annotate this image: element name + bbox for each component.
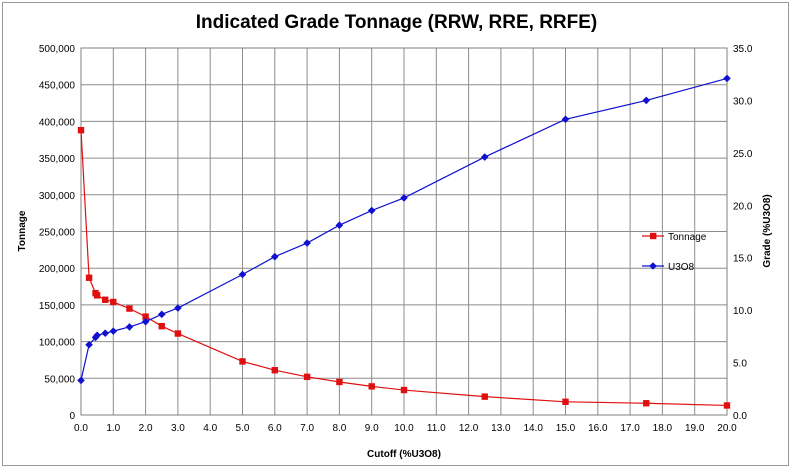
y-left-tick-label: 100,000	[39, 338, 76, 349]
x-tick-label: 19.0	[685, 423, 705, 434]
y-left-tick-label: 200,000	[39, 264, 76, 275]
data-point-u3o8	[93, 331, 101, 340]
x-tick-label: 18.0	[653, 423, 673, 434]
y-left-tick-label: 250,000	[39, 228, 76, 239]
x-ticks: 0.0 1.0 2.0 3.0 4.0 5.0 6.0 7.0 8.0 9.0 10.0 11.0 12…	[74, 423, 737, 434]
y-left-tick-label: 450,000	[39, 81, 76, 92]
x-tick-label: 20.0	[717, 423, 737, 434]
data-point-u3o8	[157, 310, 166, 319]
data-point-u3o8	[303, 239, 311, 247]
x-axis-label: Cutoff (%U3O8)	[367, 449, 441, 460]
data-point-u3o8	[723, 74, 731, 83]
data-point-u3o8	[101, 329, 110, 338]
grid	[80, 47, 728, 416]
y-right-tick-label: 15.0	[733, 254, 753, 265]
y-left-tick-label: 400,000	[39, 117, 76, 128]
x-tick-label: 6.0	[268, 423, 282, 434]
x-tick-label: 5.0	[236, 423, 250, 434]
y-right-tick-label: 20.0	[733, 201, 753, 212]
data-point-tonnage	[142, 313, 149, 320]
series-layer	[77, 74, 731, 409]
data-point-u3o8	[77, 376, 85, 385]
y-left-tick-label: 350,000	[39, 154, 76, 165]
x-tick-label: 13.0	[491, 423, 511, 434]
x-tick-label: 11.0	[427, 423, 446, 434]
x-tick-label: 1.0	[106, 423, 120, 434]
data-point-u3o8	[85, 340, 93, 349]
data-point-tonnage	[77, 127, 85, 134]
data-point-tonnage	[85, 274, 93, 281]
data-point-tonnage	[303, 373, 311, 381]
data-point-u3o8	[335, 221, 344, 230]
y-left-ticks: 0 50,000 100,000 150,000 200,000 250,000 300,0…	[39, 44, 76, 422]
data-point-tonnage	[481, 393, 488, 400]
data-point-u3o8	[367, 206, 376, 215]
data-point-tonnage	[126, 305, 133, 312]
legend-marker-tonnage	[650, 232, 657, 240]
y-right-ticks: 0.0 5.0 10.0 15.0 20.0 25.0 30.0 35.0	[733, 44, 753, 422]
data-point-u3o8	[561, 115, 570, 124]
data-point-tonnage	[158, 322, 165, 330]
data-point-tonnage	[102, 296, 109, 303]
data-point-tonnage	[110, 298, 117, 306]
x-tick-label: 8.0	[332, 423, 346, 434]
data-point-u3o8	[174, 304, 182, 312]
data-point-tonnage	[93, 292, 101, 299]
y-right-axis-label: Grade (%U3O8)	[762, 194, 773, 267]
data-point-tonnage	[562, 398, 569, 405]
y-right-tick-label: 10.0	[733, 306, 753, 317]
legend-label-tonnage: Tonnage	[668, 232, 707, 243]
legend: Tonnage U3O8	[642, 232, 707, 273]
x-tick-label: 15.0	[556, 423, 576, 434]
x-tick-label: 16.0	[588, 423, 608, 434]
x-tick-label: 14.0	[523, 423, 543, 434]
legend-label-u3o8: U3O8	[668, 262, 695, 273]
data-point-u3o8	[141, 317, 150, 326]
y-right-tick-label: 25.0	[733, 149, 753, 160]
data-point-tonnage	[239, 358, 246, 365]
data-point-tonnage	[723, 402, 731, 409]
data-point-u3o8	[109, 327, 118, 335]
y-left-tick-label: 50,000	[44, 374, 75, 385]
y-left-tick-label: 0	[69, 411, 75, 422]
x-tick-label: 9.0	[365, 423, 379, 434]
data-point-tonnage	[174, 330, 182, 337]
data-point-u3o8	[238, 270, 247, 279]
data-point-u3o8	[480, 153, 489, 161]
x-tick-label: 17.0	[620, 423, 640, 434]
x-tick-label: 2.0	[139, 423, 153, 434]
x-tick-label: 7.0	[300, 423, 314, 434]
y-left-tick-label: 150,000	[39, 301, 76, 312]
data-point-tonnage	[271, 367, 278, 374]
x-tick-label: 10.0	[394, 423, 414, 434]
data-point-tonnage	[368, 383, 375, 390]
plot-border	[80, 47, 728, 416]
x-tick-label: 12.0	[459, 423, 479, 434]
data-point-u3o8	[642, 96, 651, 105]
x-tick-label: 4.0	[203, 423, 217, 434]
y-right-tick-label: 5.0	[733, 359, 747, 370]
chart-title: Indicated Grade Tonnage (RRW, RRE, RRFE)	[195, 12, 598, 33]
data-point-tonnage	[643, 400, 650, 407]
y-left-tick-label: 500,000	[39, 44, 76, 55]
data-point-u3o8	[400, 194, 408, 202]
x-tick-label: 3.0	[171, 423, 185, 434]
data-point-tonnage	[400, 386, 408, 394]
legend-marker-u3o8	[649, 262, 657, 270]
y-right-tick-label: 30.0	[733, 96, 753, 107]
y-left-tick-label: 300,000	[39, 191, 76, 202]
y-left-axis-label: Tonnage	[17, 210, 28, 251]
y-right-tick-label: 35.0	[733, 44, 753, 55]
y-right-tick-label: 0.0	[733, 411, 747, 422]
data-point-u3o8	[125, 323, 134, 331]
data-point-u3o8	[271, 252, 279, 261]
x-tick-label: 0.0	[74, 423, 88, 434]
data-point-tonnage	[336, 378, 343, 386]
